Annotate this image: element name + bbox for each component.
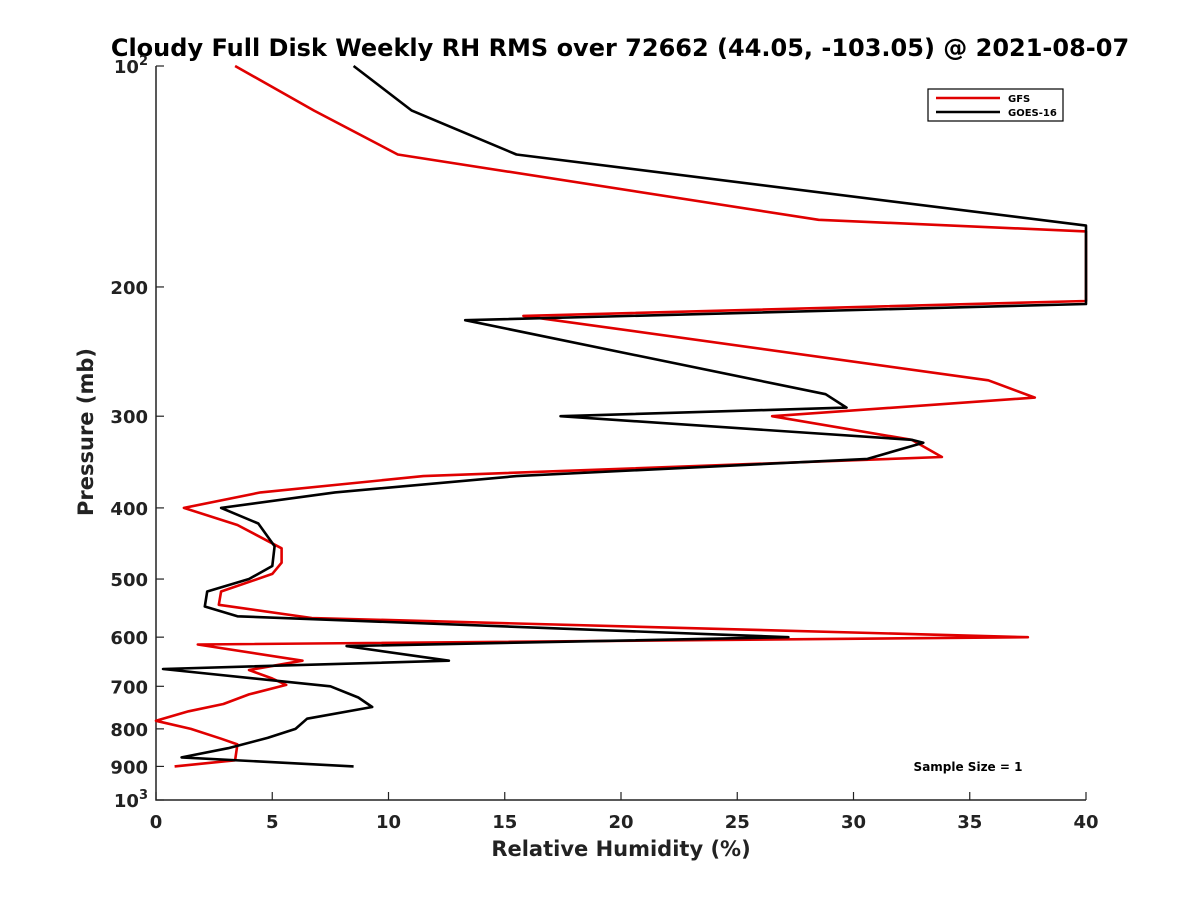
y-tick-label: 400 bbox=[110, 499, 148, 520]
x-tick-label: 5 bbox=[266, 812, 279, 833]
y-axis-label: Pressure (mb) bbox=[74, 348, 98, 516]
y-tick-label: 300 bbox=[110, 407, 148, 428]
sample-size-annotation: Sample Size = 1 bbox=[914, 760, 1023, 774]
y-tick-label: 800 bbox=[110, 720, 148, 741]
y-tick-label: 500 bbox=[110, 570, 148, 591]
x-tick-label: 35 bbox=[957, 812, 982, 833]
y-tick-label: 200 bbox=[110, 278, 148, 299]
chart-title: Cloudy Full Disk Weekly RH RMS over 7266… bbox=[111, 34, 1129, 62]
y-tick-label: 102 bbox=[114, 54, 148, 78]
x-tick-label: 10 bbox=[376, 812, 401, 833]
series-line-goes-16 bbox=[161, 64, 1088, 768]
x-tick-label: 30 bbox=[841, 812, 866, 833]
x-tick-label: 25 bbox=[725, 812, 750, 833]
x-tick-label: 20 bbox=[608, 812, 633, 833]
x-tick-label: 0 bbox=[150, 812, 163, 833]
plot-area: 0 5 10 15 20 25 30 35 40 102 200 300 400 500 600 700 800… bbox=[110, 54, 1098, 833]
axes-frame bbox=[155, 66, 1086, 801]
y-tick-label: 700 bbox=[110, 677, 148, 698]
series-line-gfs bbox=[154, 64, 1088, 768]
legend-box bbox=[927, 88, 1064, 122]
x-tick-label: 15 bbox=[492, 812, 517, 833]
legend: GFS GOES-16 bbox=[927, 88, 1064, 122]
y-tick-label: 900 bbox=[110, 757, 148, 778]
legend-label-gfs: GFS bbox=[1008, 94, 1030, 105]
x-tick-label: 40 bbox=[1073, 812, 1098, 833]
legend-label-goes-16: GOES-16 bbox=[1008, 108, 1057, 119]
y-tick-label: 600 bbox=[110, 628, 148, 649]
y-tick-label: 103 bbox=[114, 788, 148, 812]
x-axis-label: Relative Humidity (%) bbox=[491, 837, 750, 861]
